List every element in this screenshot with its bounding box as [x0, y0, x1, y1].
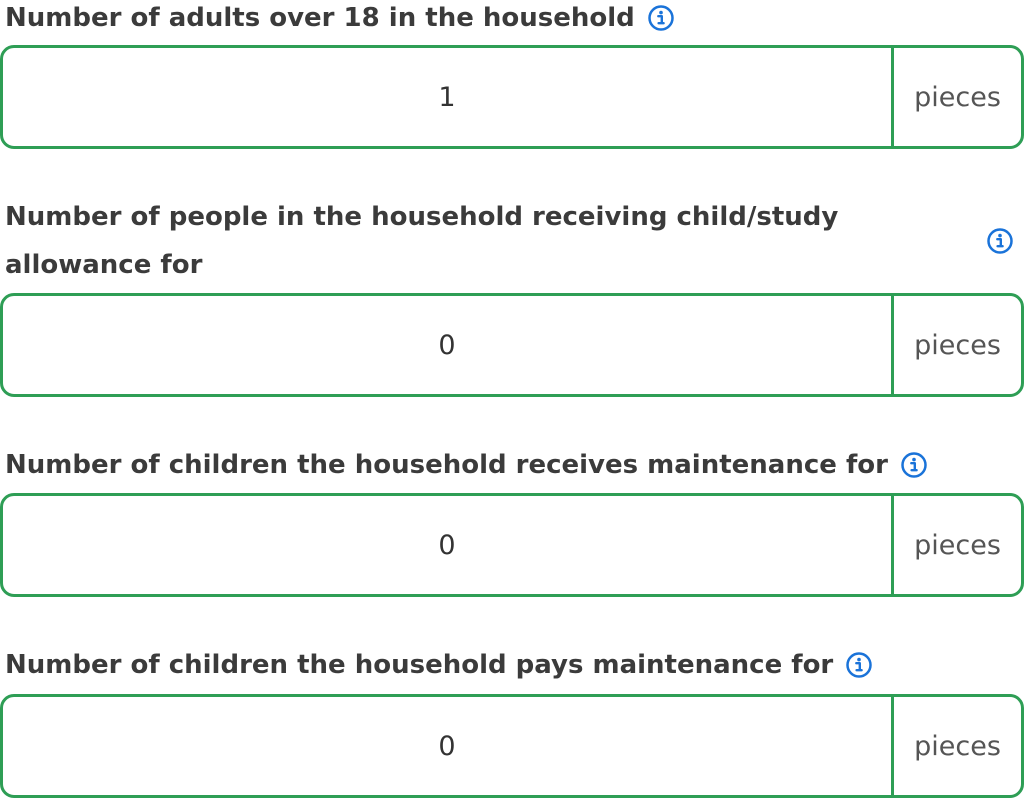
info-icon[interactable]	[845, 651, 873, 679]
receives-maintenance-input-box: pieces	[0, 493, 1024, 597]
info-icon[interactable]	[647, 4, 675, 32]
receives-maintenance-field: Number of children the household receive…	[0, 447, 1024, 597]
receives-maintenance-unit: pieces	[891, 496, 1021, 594]
receives-maintenance-label-row: Number of children the household receive…	[0, 447, 1024, 483]
adults-input[interactable]	[3, 48, 891, 146]
receives-maintenance-label: Number of children the household receive…	[5, 450, 888, 480]
adults-label-row: Number of adults over 18 in the househol…	[0, 0, 1024, 36]
allowance-label: Number of people in the household receiv…	[5, 202, 839, 280]
pays-maintenance-input[interactable]	[3, 697, 891, 795]
adults-unit: pieces	[891, 48, 1021, 146]
adults-field: Number of adults over 18 in the househol…	[0, 0, 1024, 149]
pays-maintenance-input-box: pieces	[0, 694, 1024, 798]
pays-maintenance-unit: pieces	[891, 697, 1021, 795]
allowance-unit: pieces	[891, 296, 1021, 394]
allowance-field: Number of people in the household receiv…	[0, 193, 1024, 397]
pays-maintenance-label-row: Number of children the household pays ma…	[0, 647, 1024, 683]
allowance-label-row: Number of people in the household receiv…	[0, 193, 1024, 289]
pays-maintenance-field: Number of children the household pays ma…	[0, 647, 1024, 798]
info-icon[interactable]	[900, 451, 928, 479]
adults-input-box: pieces	[0, 45, 1024, 149]
info-icon[interactable]	[986, 227, 1014, 255]
adults-label: Number of adults over 18 in the househol…	[5, 3, 635, 33]
allowance-input-box: pieces	[0, 293, 1024, 397]
allowance-input[interactable]	[3, 296, 891, 394]
pays-maintenance-label: Number of children the household pays ma…	[5, 650, 834, 680]
receives-maintenance-input[interactable]	[3, 496, 891, 594]
